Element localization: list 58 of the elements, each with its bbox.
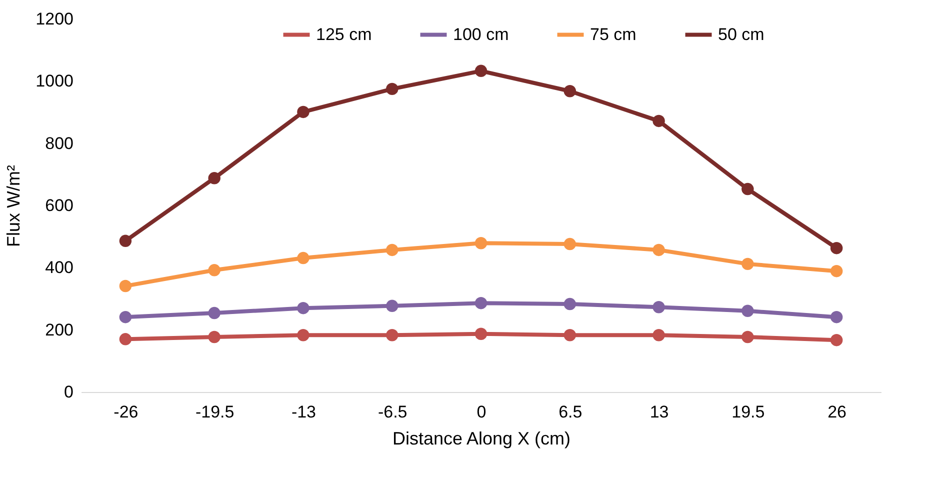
y-tick-label: 1200 [36, 10, 74, 28]
point [830, 242, 843, 254]
point [119, 333, 132, 346]
legend-label: 100 cm [453, 24, 509, 44]
x-tick-label: -13 [291, 402, 316, 422]
point [474, 328, 488, 340]
point [652, 244, 665, 256]
point [119, 310, 132, 324]
x-tick-label: 0 [476, 402, 486, 422]
x-tick-label: 26 [828, 402, 847, 422]
point [208, 172, 220, 184]
y-tick-label: 600 [45, 196, 74, 215]
legend-label: 125 cm [316, 24, 372, 44]
point [742, 182, 754, 196]
y-tick-label: 800 [45, 134, 74, 153]
legend-label: 75 cm [590, 24, 636, 44]
point [742, 304, 754, 317]
point [208, 330, 220, 344]
x-tick-label: -26 [114, 402, 138, 422]
point [474, 296, 488, 310]
point [208, 264, 220, 276]
point [830, 264, 843, 278]
point [297, 106, 310, 118]
y-tick-label: 200 [45, 320, 74, 340]
point [297, 302, 310, 314]
point [652, 329, 665, 342]
point [386, 329, 398, 342]
x-tick-label: 6.5 [558, 402, 582, 422]
x-tick-label: -6.5 [378, 402, 408, 422]
point [474, 64, 488, 78]
point [474, 237, 488, 250]
point [386, 82, 398, 96]
point [830, 310, 843, 324]
y-tick-label: 0 [64, 382, 74, 402]
point [830, 334, 843, 346]
y-tick-label: 1000 [36, 72, 74, 91]
x-tick-label: 19.5 [732, 402, 765, 422]
point [652, 114, 665, 128]
x-tick-label: -19.5 [195, 402, 234, 422]
point [564, 298, 576, 310]
point [208, 306, 220, 320]
point [119, 280, 132, 292]
point [386, 244, 398, 256]
y-axis-title: Flux W/m² [4, 165, 24, 247]
point [742, 258, 754, 270]
legend-label: 50 cm [718, 24, 764, 44]
point [564, 85, 576, 98]
point [297, 252, 310, 264]
y-tick-label: 400 [45, 258, 74, 278]
point [564, 329, 576, 342]
x-tick-label: 13 [650, 402, 669, 422]
point [742, 330, 754, 344]
x-axis-title: Distance Along X (cm) [392, 428, 571, 448]
point [564, 238, 576, 250]
point [386, 300, 398, 312]
point [297, 329, 310, 342]
point [652, 301, 665, 314]
point [119, 234, 132, 248]
